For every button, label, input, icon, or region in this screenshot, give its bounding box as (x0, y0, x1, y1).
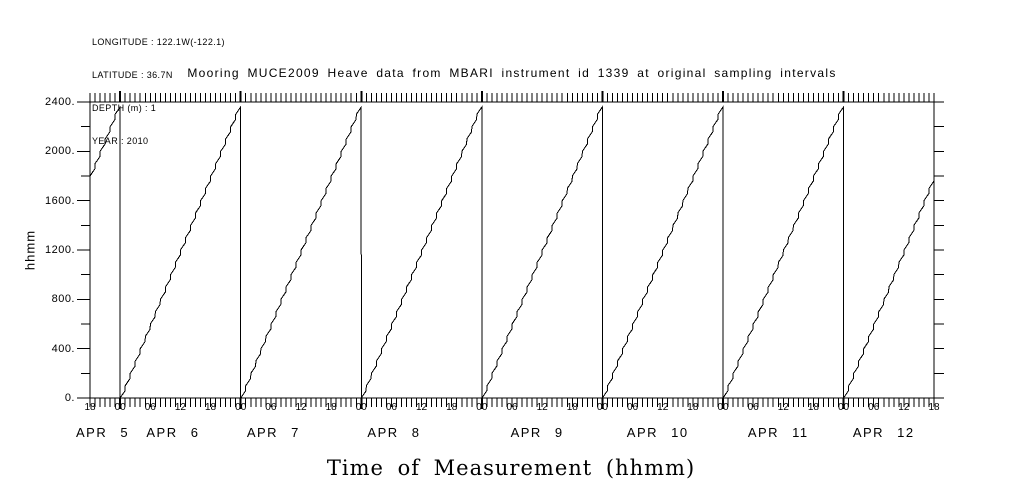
x-tick-label-hour: 18 (84, 402, 96, 413)
chart-title: Mooring MUCE2009 Heave data from MBARI i… (187, 66, 837, 80)
x-axis-title: Time of Measurement (hhmm) (326, 456, 696, 480)
x-tick-label-hour: 06 (868, 402, 880, 413)
x-tick-label-hour: 18 (928, 402, 940, 413)
x-tick-label-hour: 00 (114, 402, 126, 413)
heave-sample-time-series-line (89, 105, 935, 400)
x-tick-label-hour: 00 (355, 402, 367, 413)
x-tick-label-date: APR 6 (146, 425, 200, 440)
x-tick-label-hour: 00 (476, 402, 488, 413)
x-tick-label-hour: 12 (898, 402, 910, 413)
x-tick-label-date: APR 10 (626, 425, 689, 440)
x-tick-label-date: APR 9 (510, 425, 564, 440)
y-tick-label: 0. (64, 392, 75, 404)
x-tick-label-hour: 12 (777, 402, 789, 413)
y-tick-label: 400. (51, 342, 75, 355)
y-tick-label: 1200. (44, 244, 75, 256)
metadata-depth: DEPTH (m) : 1 (92, 103, 157, 113)
metadata-latitude: LATITUDE : 36.7N (92, 70, 173, 80)
x-tick-label-hour: 00 (596, 402, 608, 413)
x-tick-label-hour: 18 (325, 402, 337, 413)
y-tick-label: 2400. (44, 96, 75, 108)
metadata-longitude: LONGITUDE : 122.1W(-122.1) (92, 37, 225, 47)
x-tick-label-hour: 06 (144, 402, 156, 413)
x-tick-label-hour: 00 (235, 402, 247, 413)
y-tick-label: 2000. (44, 145, 75, 158)
x-tick-label-hour: 12 (295, 402, 307, 413)
plot-box (89, 101, 935, 399)
x-tick-label-hour: 06 (627, 402, 639, 413)
x-tick-label-hour: 12 (174, 402, 186, 413)
x-tick-label-hour: 18 (807, 402, 819, 413)
x-tick-label-hour: 00 (838, 402, 850, 413)
x-tick-label-hour: 06 (747, 402, 759, 413)
x-tick-label-hour: 18 (687, 402, 699, 413)
x-tick-label-hour: 06 (506, 402, 518, 413)
x-tick-label-hour: 18 (446, 402, 458, 413)
x-tick-label-hour: 06 (385, 402, 397, 413)
x-tick-label-hour: 18 (566, 402, 578, 413)
y-tick-label: 800. (51, 293, 75, 306)
x-tick-label-date: APR 5 (76, 425, 130, 440)
x-tick-label-date: APR 12 (852, 425, 915, 440)
x-tick-label-hour: 00 (717, 402, 729, 413)
x-tick-label-hour: 12 (416, 402, 428, 413)
x-tick-label-hour: 18 (205, 402, 217, 413)
x-tick-label-date: APR 11 (747, 425, 809, 440)
x-tick-label-date: APR 7 (246, 425, 300, 440)
x-tick-label-hour: 12 (536, 402, 548, 413)
y-tick-label: 1600. (44, 194, 75, 207)
x-tick-label-hour: 06 (265, 402, 277, 413)
x-tick-label-date: APR 8 (367, 425, 421, 440)
x-tick-label-hour: 12 (657, 402, 669, 413)
